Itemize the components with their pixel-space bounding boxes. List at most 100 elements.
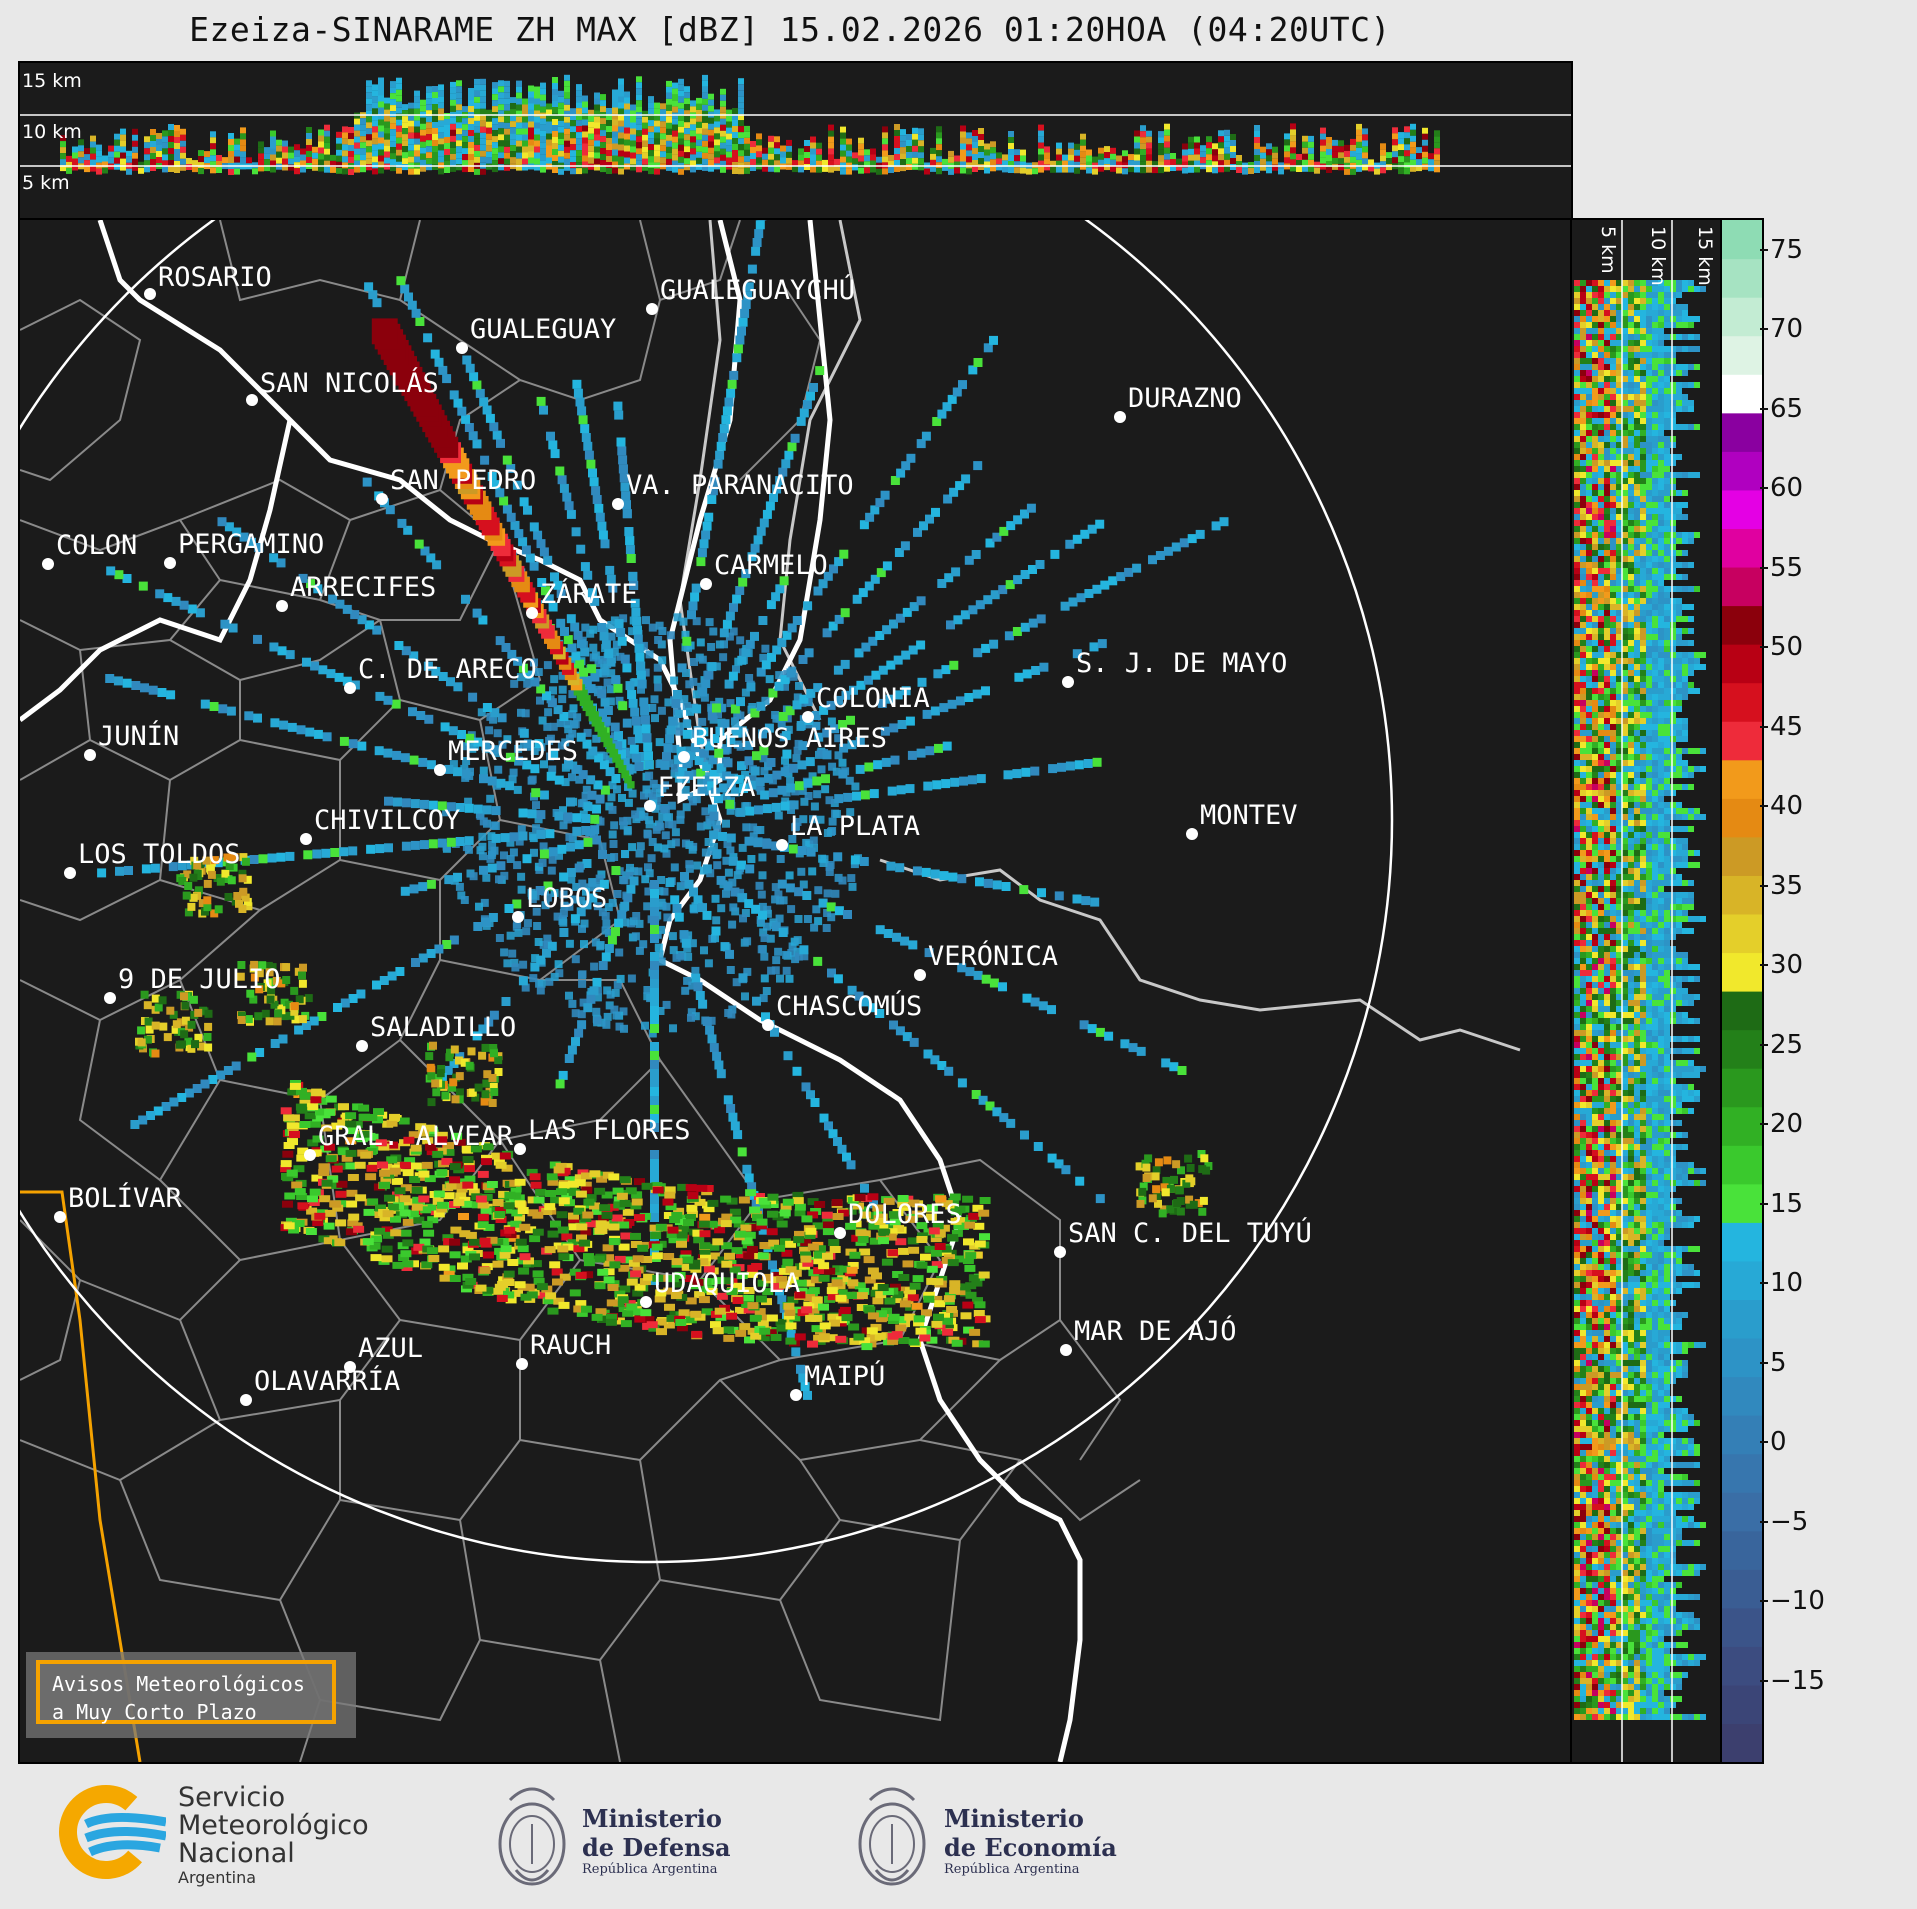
spoke-echo — [767, 652, 776, 662]
xsec-cell — [1428, 165, 1434, 172]
spoke-echo — [622, 500, 631, 510]
spoke-echo — [577, 639, 586, 649]
xsec-cell — [60, 135, 66, 142]
xsec-cell — [1140, 131, 1146, 138]
echo-cell — [732, 978, 741, 987]
xsec-cell — [996, 164, 1002, 171]
spoke-echo — [195, 608, 205, 618]
xsec-cell — [672, 142, 678, 149]
xsec-cell — [210, 155, 216, 162]
spoke-echo — [722, 771, 732, 781]
xsec-cell — [348, 133, 354, 139]
storm-cell — [960, 1312, 972, 1320]
dept-border — [159, 760, 341, 912]
storm-cell — [462, 1246, 474, 1254]
xsec-cell — [1308, 141, 1314, 148]
spoke-echo — [746, 682, 756, 692]
storm-cell — [608, 1173, 620, 1181]
spoke-echo — [882, 625, 892, 635]
xsec-cell — [438, 96, 444, 103]
xsec-cell — [1140, 161, 1146, 168]
echo-cell — [644, 887, 653, 896]
echo-cell — [700, 693, 709, 702]
echo-cell — [592, 1007, 601, 1016]
spoke-echo — [738, 973, 748, 983]
xsec-cell — [156, 157, 162, 163]
xsec-cell — [948, 150, 954, 157]
spoke-echo — [550, 572, 559, 582]
xsec-cell — [456, 86, 462, 93]
spoke-echo — [812, 776, 822, 786]
storm-cell — [893, 1225, 905, 1233]
spoke-echo — [122, 574, 132, 583]
spoke-echo — [902, 607, 912, 617]
echo-cell — [782, 966, 791, 975]
radar-map-panel[interactable]: ROSARIO GUALEGUAYCHÚ GUALEGUAY SAN NICOLÁS D… — [18, 218, 1573, 1764]
spoke-echo — [726, 388, 736, 398]
spoke-echo — [383, 748, 393, 758]
xsec-cell — [396, 107, 402, 114]
spoke-echo — [756, 667, 766, 677]
xsec-cell — [636, 88, 642, 95]
spoke-echo — [719, 424, 729, 434]
xsec-cell — [282, 152, 288, 159]
xsec-cell — [480, 90, 486, 97]
spoke-echo — [924, 948, 934, 958]
storm-cell — [949, 1287, 961, 1294]
spoke-echo — [553, 705, 563, 715]
xsec-cell — [768, 153, 774, 160]
echo-cell — [628, 843, 637, 852]
spoke-echo — [547, 698, 557, 708]
spoke-echo — [650, 1006, 659, 1015]
echo-cell — [653, 663, 662, 672]
echo-cell — [528, 775, 537, 784]
xsec-cell — [636, 82, 642, 89]
spoke-echo — [778, 467, 788, 477]
spoke-echo — [573, 388, 583, 398]
spoke-echo — [925, 746, 935, 756]
xsec-cell — [984, 167, 990, 174]
spoke-echo — [861, 642, 871, 652]
xsec-cell — [606, 168, 612, 174]
dept-border — [119, 1400, 341, 1602]
spoke-echo — [740, 308, 750, 318]
xsec-cell — [576, 108, 582, 115]
storm-cell — [482, 1286, 494, 1294]
spoke-echo — [838, 720, 848, 729]
echo-cell — [604, 929, 613, 937]
xsec-cell — [402, 164, 408, 171]
xsec-cell — [1014, 167, 1020, 174]
xsec-cell — [606, 156, 612, 162]
xsec-cell — [1056, 148, 1062, 155]
echo-cell — [607, 632, 616, 641]
xsec-cell — [648, 108, 654, 115]
xsec-cell — [618, 132, 624, 139]
echo-cell — [775, 914, 784, 923]
echo-cell — [700, 946, 708, 955]
spoke-echo — [875, 498, 885, 508]
echo-cell — [724, 868, 733, 877]
storm-cell — [700, 1278, 712, 1285]
storm-cell — [767, 1210, 778, 1218]
spoke-echo — [512, 899, 522, 909]
xsec-cell — [1158, 131, 1164, 138]
storm-cell — [514, 1178, 526, 1186]
xsec-cell — [618, 138, 624, 145]
spoke-echo — [534, 739, 544, 749]
xsec-cell — [1356, 147, 1362, 154]
storm-cell — [663, 1253, 675, 1260]
spoke-echo — [522, 760, 532, 770]
echo-cell — [732, 665, 740, 674]
storm-cell — [762, 1288, 774, 1296]
echo-cell — [523, 679, 532, 688]
xsec-cell — [504, 140, 510, 147]
xsec-cell — [234, 156, 240, 163]
spoke-echo — [633, 725, 643, 735]
spoke-echo — [983, 595, 993, 605]
xsec-cell — [354, 142, 360, 149]
spoke-echo — [705, 741, 715, 751]
xsec-cell — [642, 140, 648, 147]
xsec-cell — [372, 96, 378, 103]
spoke-echo — [989, 639, 999, 649]
